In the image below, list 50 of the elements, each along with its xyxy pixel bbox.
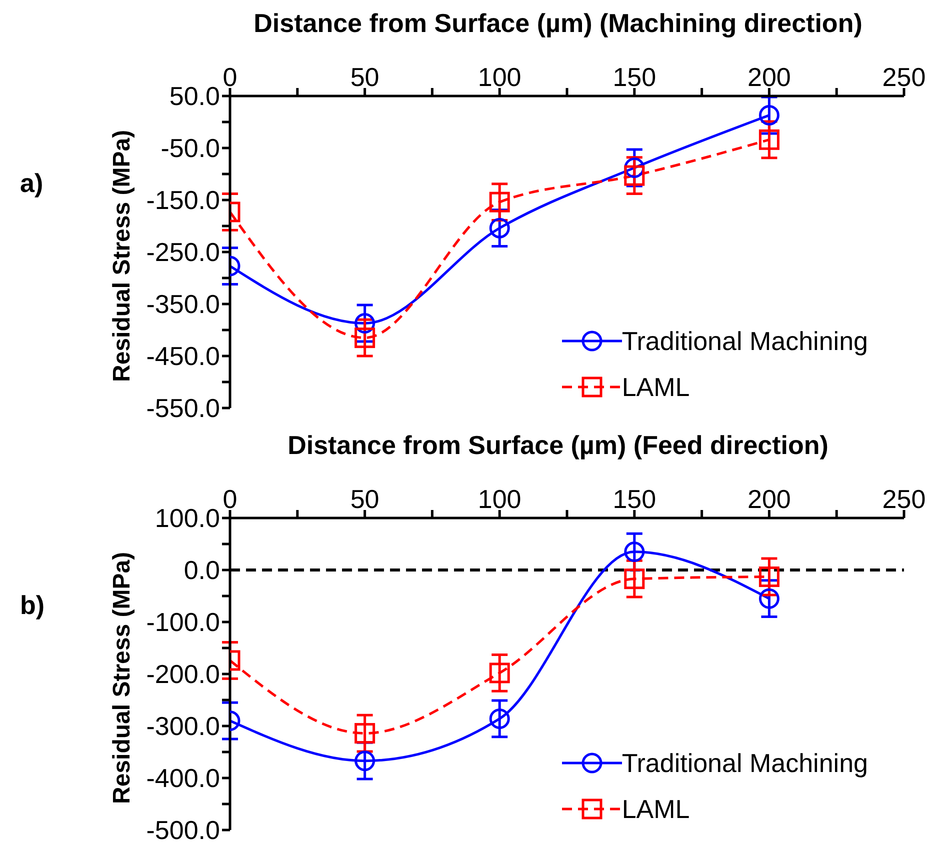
legend-label: Traditional Machining <box>622 748 868 778</box>
y-tick-label: 0.0 <box>184 555 220 586</box>
x-tick-label: 0 <box>222 62 238 92</box>
y-tick-label: -350.0 <box>146 289 220 320</box>
y-tick-label: 100.0 <box>154 503 220 534</box>
legend-label: LAML <box>622 794 690 824</box>
point <box>624 568 645 590</box>
x-tick-label: 100 <box>478 484 522 514</box>
x-tick-label: 150 <box>612 484 656 514</box>
y-tick-label: -500.0 <box>146 815 220 846</box>
x-tick-label: 0 <box>222 484 238 514</box>
x-tick-label: 50 <box>350 484 380 514</box>
legend-label: LAML <box>622 372 690 402</box>
point <box>624 542 645 562</box>
x-axis-title: Distance from Surface (µm) (Machining direction) <box>252 8 864 39</box>
x-tick-label: 100 <box>478 62 522 92</box>
point <box>758 104 780 126</box>
point <box>624 165 645 186</box>
text: a) <box>20 168 44 199</box>
y-tick-label: -50.0 <box>160 133 220 164</box>
point <box>489 708 510 729</box>
y-tick-label: -150.0 <box>146 185 220 216</box>
text: b) <box>20 590 45 621</box>
y-tick-label: -100.0 <box>146 607 220 638</box>
y-tick-label: -300.0 <box>146 711 220 742</box>
point <box>354 723 376 744</box>
y-tick-label: -550.0 <box>146 393 220 424</box>
x-tick-label: 250 <box>882 484 926 514</box>
legend-label: Traditional Machining <box>622 326 868 356</box>
y-tick-label: -200.0 <box>146 659 220 690</box>
x-tick-label: 50 <box>350 62 380 92</box>
x-axis-title: Distance from Surface (µm) (Feed direction) <box>286 430 830 461</box>
y-tick-label: -400.0 <box>146 763 220 794</box>
y-tick-label: -250.0 <box>146 237 220 268</box>
y-tick-label: 50.0 <box>169 81 220 112</box>
point <box>758 588 780 609</box>
point <box>758 129 780 150</box>
point <box>758 566 780 588</box>
point <box>489 192 510 212</box>
y-tick-label: -450.0 <box>146 341 220 372</box>
point <box>489 662 510 684</box>
x-tick-label: 200 <box>748 62 791 92</box>
point <box>354 328 376 348</box>
x-tick-label: 200 <box>748 484 791 514</box>
x-tick-label: 250 <box>882 62 926 92</box>
point <box>489 218 510 238</box>
y-axis-title: Residual Stress (MPa) <box>108 552 136 804</box>
x-tick-label: 150 <box>612 62 656 92</box>
point <box>354 750 376 772</box>
y-axis-title: Residual Stress (MPa) <box>108 130 136 382</box>
